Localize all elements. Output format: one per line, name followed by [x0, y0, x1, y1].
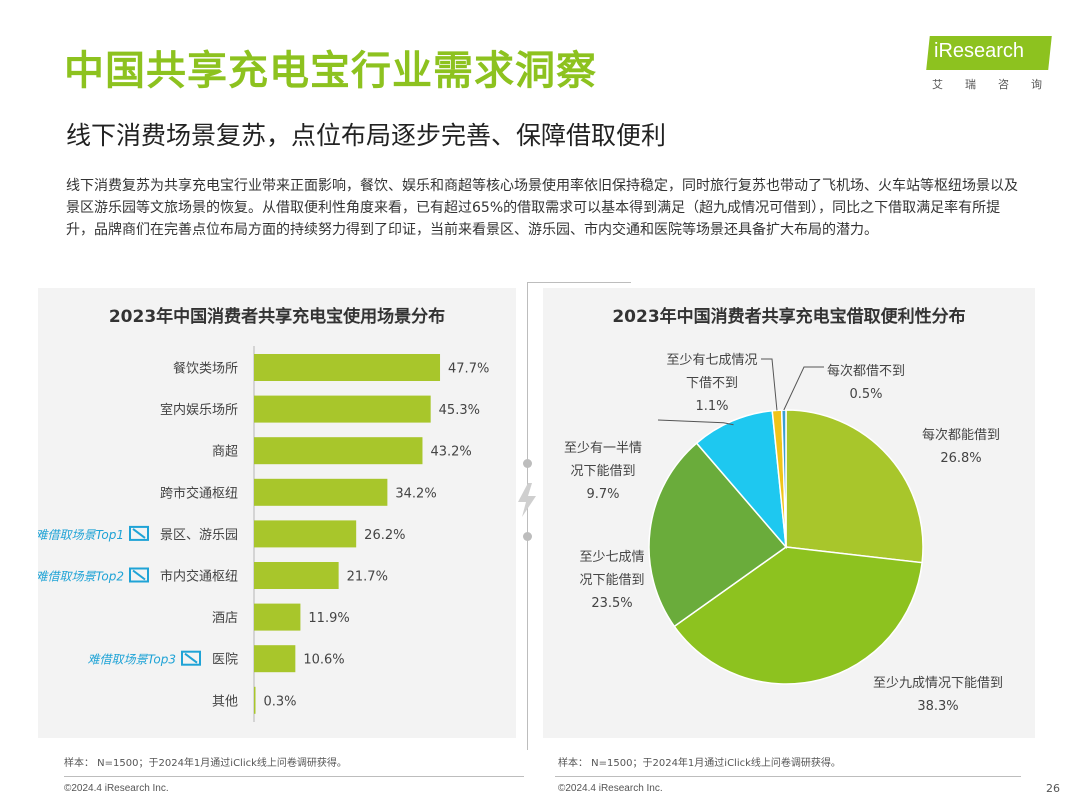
pie-slice: [648, 442, 788, 628]
page-number: 26: [1046, 782, 1060, 795]
pie-slice: [780, 409, 787, 548]
category-label: 餐饮类场所: [173, 361, 238, 377]
pie-slice: [673, 546, 923, 685]
pie-label: 23.5%: [591, 596, 632, 611]
difficult-scene-icon-slash: [184, 652, 198, 664]
page-title: 中国共享充电宝行业需求洞察: [64, 48, 597, 94]
bar: [254, 520, 357, 548]
page-subtitle: 线下消费场景复苏，点位布局逐步完善、保障借取便利: [66, 121, 667, 150]
bar-value-label: 43.2%: [430, 445, 471, 460]
pie-label: 至少七成情: [579, 550, 644, 565]
body-paragraph: 线下消费复苏为共享充电宝行业带来正面影响，餐饮、娱乐和商超等核心场景使用率依旧保…: [66, 178, 1018, 238]
pie-label: 38.3%: [917, 699, 958, 714]
logo-text: iResearch: [934, 40, 1025, 62]
pie-label: 下借不到: [686, 376, 738, 391]
category-label: 医院: [212, 653, 238, 668]
bar-value-label: 26.2%: [364, 528, 405, 543]
difficult-scene-annotation: 难借取场景Top3: [88, 653, 176, 667]
bar: [254, 395, 431, 423]
pie-label: 每次都借不到: [827, 363, 905, 379]
difficult-scene-icon-slash: [132, 528, 146, 539]
bar-value-label: 47.7%: [448, 362, 489, 377]
pie-label: 况下能借到: [579, 573, 644, 588]
bar-value-label: 10.6%: [303, 653, 344, 668]
pie-chart: 每次都能借到26.8%至少九成情况下能借到38.3%至少七成情况下能借到23.5…: [564, 353, 1003, 714]
pie-leader-line: [783, 366, 824, 411]
bar-chart-panel: 2023年中国消费者共享充电宝使用场景分布 47.7% 餐饮类场所 45.3% 室内娱…: [38, 288, 516, 738]
panel-divider-top: [527, 282, 631, 283]
pie-slice: [695, 409, 787, 550]
difficult-scene-icon-box: [181, 650, 201, 666]
pie-label: 9.7%: [586, 487, 619, 502]
pie-chart-note: 样本： N=1500；于2024年1月通过iClick线上问卷调研获得。: [558, 758, 841, 769]
copyright-right: ©2024.4 iResearch Inc.: [558, 783, 663, 794]
pie-label: 至少九成情况下能借到: [873, 676, 1003, 691]
pie-leader-line: [761, 358, 778, 411]
bar: [254, 603, 301, 631]
pie-label: 每次都能借到: [922, 427, 1000, 443]
difficult-scene-icon-box: [129, 567, 149, 583]
pie-label: 况下能借到: [570, 464, 635, 479]
pie-label: 至少有七成情况: [666, 353, 757, 368]
difficult-scene-icon: [181, 650, 201, 666]
difficult-scene-icon: [129, 525, 149, 541]
pie-label: 1.1%: [695, 399, 728, 414]
difficult-scene-icon-box: [129, 525, 149, 541]
bar-value-label: 0.3%: [264, 694, 297, 709]
category-label: 市内交通枢纽: [160, 569, 238, 585]
category-label: 其他: [212, 694, 238, 709]
bar-value-label: 11.9%: [308, 611, 349, 626]
pie-chart-panel: 2023年中国消费者共享充电宝借取便利性分布 每次都能借到 26.8% 至少九成情况…: [543, 288, 1035, 738]
pie-label: 至少有一半情: [564, 441, 642, 456]
difficult-scene-annotation: 难借取场景Top2: [38, 570, 124, 584]
pie-label: 26.8%: [940, 451, 981, 466]
bar: [254, 686, 256, 714]
category-label: 商超: [212, 445, 238, 460]
difficult-scene-annotation: 难借取场景Top1: [38, 528, 124, 542]
bar-chart-title: 2023年中国消费者共享充电宝使用场景分布: [108, 307, 446, 327]
category-label: 酒店: [212, 611, 238, 626]
footer-line-left: [64, 776, 524, 777]
difficult-scene-icon-slash: [132, 569, 146, 581]
category-label: 景区、游乐园: [160, 528, 238, 543]
panel-divider: [527, 282, 528, 750]
pie-leader-line: [657, 419, 734, 426]
footer-line-right: [555, 776, 1021, 777]
bar: [254, 562, 339, 589]
copyright-left: ©2024.4 iResearch Inc.: [64, 783, 169, 794]
pie-slice: [785, 409, 924, 564]
bar-value-label: 21.7%: [347, 570, 388, 585]
pie-chart-title: 2023年中国消费者共享充电宝借取便利性分布: [612, 307, 966, 327]
category-label: 室内娱乐场所: [160, 402, 238, 418]
bar-chart-note: 样本： N=1500；于2024年1月通过iClick线上问卷调研获得。: [64, 758, 347, 769]
divider-dot-top: [523, 459, 532, 468]
lightning-icon: [518, 483, 536, 517]
divider-dot-bottom: [523, 532, 532, 541]
pie-label: 0.5%: [849, 387, 882, 402]
bar: [254, 437, 423, 465]
bar: [254, 478, 388, 506]
bar: [254, 645, 296, 673]
bar: [254, 354, 441, 381]
iresearch-logo: iResearch 艾瑞咨询: [926, 36, 1052, 96]
bar-value-label: 45.3%: [439, 403, 480, 418]
bar-value-label: 34.2%: [395, 486, 436, 501]
logo-subtext: 艾瑞咨询: [932, 78, 1064, 91]
difficult-scene-icon: [129, 567, 149, 583]
category-label: 跨市交通枢纽: [160, 485, 238, 501]
bar-chart: 47.7% 餐饮类场所 45.3% 室内娱乐场所 43.2% 商超 34.2% 跨市交通枢纽 2…: [38, 346, 489, 722]
